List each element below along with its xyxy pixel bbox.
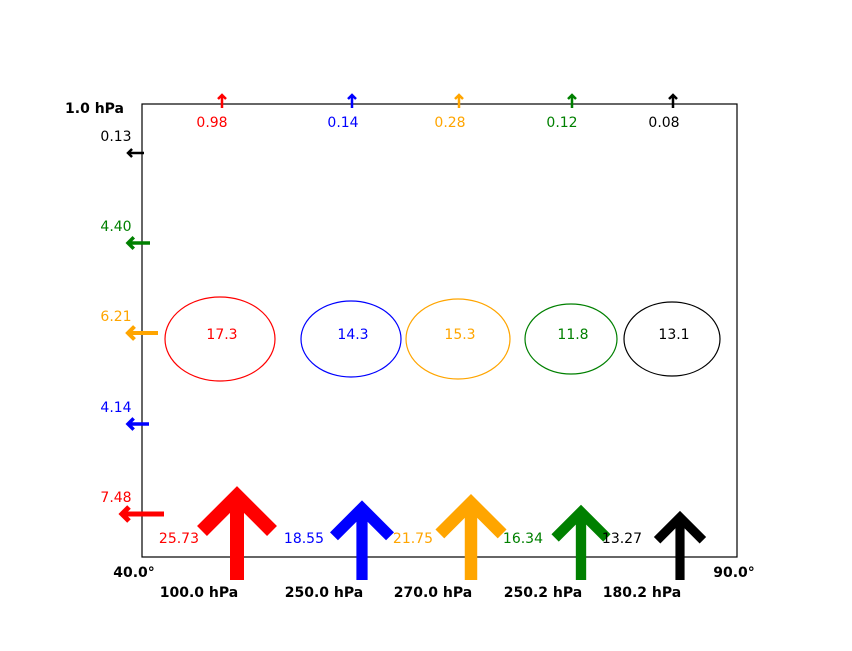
value-circle: [405, 298, 511, 380]
top-arrow: [347, 93, 357, 108]
top-value-label: 0.12: [546, 115, 577, 131]
left-value-label: 0.13: [100, 129, 131, 145]
circle-value-label: 13.1: [658, 327, 689, 343]
left-value-label: 4.40: [100, 219, 131, 235]
circle-value-label: 17.3: [206, 327, 237, 343]
top-arrow: [217, 93, 227, 108]
circle-value-label: 15.3: [444, 327, 475, 343]
bottom-value-label: 21.75: [393, 531, 433, 547]
pressure-label: 180.2 hPa: [603, 585, 681, 601]
corner-label-bottom-right: 90.0°: [713, 565, 755, 581]
left-arrow: [125, 325, 158, 341]
corner-label-top-left: 1.0 hPa: [65, 101, 124, 117]
left-arrow: [125, 235, 150, 251]
circle-value-label: 14.3: [337, 327, 368, 343]
top-value-label: 0.28: [434, 115, 465, 131]
bottom-arrow: [435, 494, 507, 580]
left-arrow: [125, 417, 149, 431]
circle-value-label: 11.8: [557, 327, 588, 343]
pressure-label: 100.0 hPa: [160, 585, 238, 601]
value-circle: [164, 296, 276, 382]
corner-label-bottom-left: 40.0°: [113, 565, 155, 581]
value-circle: [300, 300, 402, 378]
top-value-label: 0.98: [196, 115, 227, 131]
value-circle: [623, 301, 721, 377]
bottom-arrow: [197, 486, 277, 580]
left-value-label: 7.48: [100, 490, 131, 506]
bottom-value-label: 25.73: [159, 531, 199, 547]
left-arrow: [118, 505, 164, 523]
bottom-value-label: 16.34: [503, 531, 543, 547]
top-value-label: 0.08: [648, 115, 679, 131]
plot-frame: [141, 103, 738, 558]
pressure-label: 250.0 hPa: [285, 585, 363, 601]
pressure-label: 250.2 hPa: [504, 585, 582, 601]
bottom-value-label: 13.27: [602, 531, 642, 547]
bottom-arrow: [551, 504, 611, 580]
top-value-label: 0.14: [327, 115, 358, 131]
left-value-label: 4.14: [100, 400, 131, 416]
left-arrow: [126, 148, 144, 158]
top-arrow: [567, 93, 577, 108]
chart-marks: 0.98 17.3 25.73 100.0 hPa 0.14 14.3 18.55 250.0…: [100, 93, 721, 601]
bottom-arrow: [330, 500, 394, 580]
top-arrow: [668, 93, 678, 108]
top-arrow: [454, 93, 464, 108]
bottom-value-label: 18.55: [284, 531, 324, 547]
left-value-label: 6.21: [100, 309, 131, 325]
value-circle: [524, 303, 618, 375]
bottom-arrow: [653, 510, 707, 580]
pressure-label: 270.0 hPa: [394, 585, 472, 601]
